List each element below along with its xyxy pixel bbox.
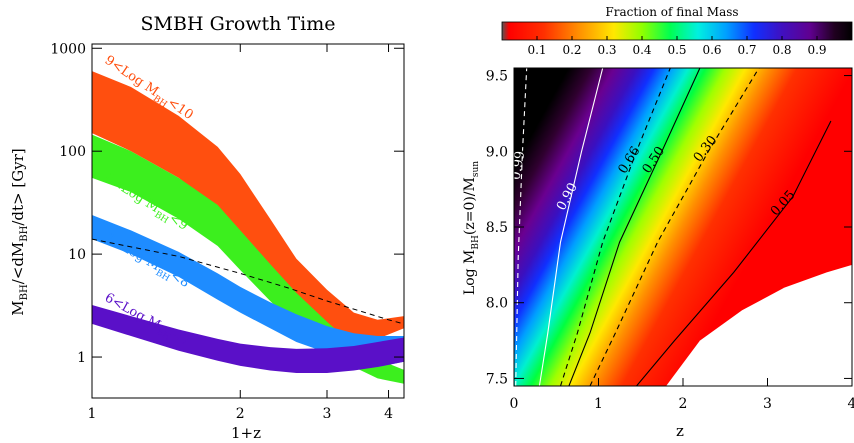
right-y-tick-label: 9.5 <box>486 69 508 85</box>
band-1 <box>92 134 404 384</box>
reference-dashed-line <box>92 238 404 325</box>
colorbar-tick-label: 0.4 <box>632 43 651 57</box>
colorbar-tick-label: 0.2 <box>562 43 581 57</box>
contour-0.90 <box>538 68 604 386</box>
left-plot-frame <box>91 43 405 399</box>
colorbar-tick-label: 0.7 <box>737 43 756 57</box>
colorbar-tick-label: 0.9 <box>807 43 826 57</box>
heatmap-empty-region <box>666 264 852 386</box>
contour-0.30 <box>589 68 760 386</box>
band-3 <box>92 305 404 373</box>
right-x-tick-label: 1 <box>594 396 603 412</box>
left-x-tick-label: 1 <box>88 406 97 422</box>
right-y-tick-label: 7.5 <box>486 371 508 387</box>
left-y-axis-label: MBH/<dMBH/dt> [Gyr] <box>9 148 30 315</box>
colorbar-tick-label: 0.5 <box>667 43 686 57</box>
left-y-tick-label: 100 <box>59 144 86 160</box>
right-chart: Fraction of final Mass 0.1 0.2 0.3 0.4 0.5 0.… <box>462 5 854 440</box>
contour-0.99 <box>515 68 528 386</box>
right-x-tick-label: 2 <box>679 396 688 412</box>
left-x-axis-label: 1+z <box>231 424 261 442</box>
colorbar-title: Fraction of final Mass <box>605 5 738 19</box>
right-y-axis-label: Log MBH(z=0)/Msun <box>462 161 481 295</box>
right-axis-ticks: 0 1 2 3 4 7.5 8.0 8.5 9.0 9.5 <box>486 69 854 412</box>
band-0 <box>92 71 404 339</box>
right-y-tick-label: 8.0 <box>486 296 508 312</box>
right-x-tick-label: 4 <box>848 396 854 412</box>
left-x-tick-label: 2 <box>236 406 245 422</box>
right-x-tick-label: 0 <box>510 396 519 412</box>
left-axis-ticks: 1 2 3 4 1 10 100 1000 <box>50 41 404 422</box>
contour-0.05 <box>636 120 832 386</box>
right-x-axis-label: z <box>676 422 684 440</box>
colorbar-tick-label: 0.6 <box>702 43 721 57</box>
left-bands <box>92 71 404 384</box>
colorbar-tick-label: 0.1 <box>527 43 546 57</box>
contour-0.50 <box>568 68 701 386</box>
left-x-tick-label: 3 <box>323 406 332 422</box>
left-y-tick-label: 10 <box>68 247 86 263</box>
right-x-tick-label: 3 <box>763 396 772 412</box>
left-x-tick-label: 4 <box>384 406 393 422</box>
colorbar-tick-label: 0.8 <box>772 43 791 57</box>
colorbar-ticks: 0.1 0.2 0.3 0.4 0.5 0.6 0.7 0.8 0.9 <box>527 36 827 57</box>
right-y-tick-label: 8.5 <box>486 220 508 236</box>
left-chart-title: SMBH Growth Time <box>141 13 336 35</box>
right-y-tick-label: 9.0 <box>486 144 508 160</box>
contour-0.66 <box>559 68 671 386</box>
left-y-tick-label: 1 <box>77 350 86 366</box>
left-y-tick-label: 1000 <box>50 41 86 57</box>
band-2 <box>92 215 404 367</box>
colorbar-tick-label: 0.3 <box>597 43 616 57</box>
